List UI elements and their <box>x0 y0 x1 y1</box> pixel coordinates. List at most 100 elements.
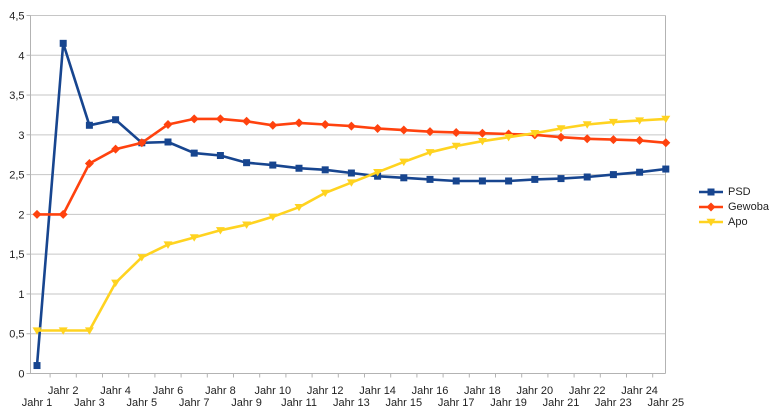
legend-marker-gewoba <box>706 202 716 212</box>
series-marker-gewoba <box>477 128 487 138</box>
x-category-label: Jahr 24 <box>621 385 658 397</box>
series-marker-gewoba <box>556 132 566 142</box>
legend-marker-psd <box>707 188 715 196</box>
series-marker-apo <box>425 149 435 157</box>
series-marker-gewoba <box>268 120 278 130</box>
series-marker-gewoba <box>608 135 618 145</box>
series-marker-psd <box>295 164 303 172</box>
series-marker-apo <box>399 158 409 167</box>
series-marker-gewoba <box>399 125 409 135</box>
y-tick-label: 4 <box>18 50 24 62</box>
series-marker-apo <box>268 213 278 221</box>
series-marker-psd <box>347 169 355 177</box>
series-marker-apo <box>189 234 199 242</box>
apo-series-marker-icon <box>699 218 723 227</box>
series-marker-apo <box>635 117 645 125</box>
x-category-label: Jahr 17 <box>438 397 475 409</box>
series-marker-apo <box>163 241 173 249</box>
series-marker-apo <box>58 327 68 335</box>
series-marker-psd <box>216 152 224 160</box>
x-category-label: Jahr 10 <box>254 385 291 397</box>
x-category-label: Jahr 7 <box>179 397 210 409</box>
series-marker-apo <box>215 227 225 235</box>
legend-item-gewoba: Gewoba <box>698 201 769 213</box>
series-marker-psd <box>636 168 644 176</box>
y-tick-label: 4,5 <box>9 11 24 23</box>
x-category-label: Jahr 11 <box>281 397 317 409</box>
series-marker-psd <box>112 116 120 124</box>
series-marker-gewoba <box>294 118 304 128</box>
series-marker-apo <box>320 189 330 198</box>
series-marker-psd <box>505 177 513 185</box>
legend-item-psd: PSD <box>698 186 769 198</box>
x-category-label: Jahr 25 <box>647 397 684 409</box>
series-marker-apo <box>451 142 461 151</box>
series-marker-gewoba <box>84 158 94 168</box>
x-category-label: Jahr 20 <box>516 385 553 397</box>
x-category-label: Jahr 8 <box>205 385 236 397</box>
x-category-label: Jahr 23 <box>595 397 632 409</box>
series-marker-gewoba <box>189 114 199 124</box>
y-tick-label: 1 <box>18 289 24 301</box>
x-category-label: Jahr 15 <box>385 397 422 409</box>
y-tick-label: 2,5 <box>9 170 24 182</box>
legend-label-psd: PSD <box>728 186 751 198</box>
series-marker-apo <box>477 137 487 146</box>
series-marker-gewoba <box>346 121 356 131</box>
series-marker-apo <box>111 279 121 288</box>
legend-marker-apo <box>706 218 716 227</box>
series-marker-gewoba <box>163 119 173 129</box>
x-category-label: Jahr 6 <box>153 385 184 397</box>
series-marker-apo <box>530 130 540 138</box>
series-marker-apo <box>582 121 592 129</box>
x-category-label: Jahr 19 <box>490 397 527 409</box>
y-tick-label: 0 <box>18 369 24 381</box>
series-marker-gewoba <box>32 209 42 219</box>
series-marker-psd <box>583 173 591 181</box>
series-marker-gewoba <box>661 138 671 148</box>
series-marker-apo <box>32 327 42 335</box>
legend-item-apo: Apo <box>698 216 769 228</box>
series-marker-apo <box>137 254 147 262</box>
series-marker-gewoba <box>635 135 645 145</box>
x-category-label: Jahr 9 <box>231 397 262 409</box>
series-marker-psd <box>557 175 565 183</box>
series-marker-psd <box>59 39 67 47</box>
series-marker-psd <box>426 175 434 183</box>
series-marker-psd <box>662 165 670 173</box>
x-category-label: Jahr 1 <box>22 397 53 409</box>
x-category-label: Jahr 4 <box>100 385 131 397</box>
legend-label-apo: Apo <box>728 216 748 228</box>
series-marker-apo <box>242 221 252 229</box>
series-marker-apo <box>346 179 356 187</box>
series-marker-apo <box>373 169 383 177</box>
legend-label-gewoba: Gewoba <box>728 201 769 213</box>
x-category-label: Jahr 18 <box>464 385 501 397</box>
x-category-label: Jahr 5 <box>127 397 158 409</box>
series-marker-psd <box>190 149 198 157</box>
y-tick-label: 3 <box>18 130 24 142</box>
x-category-label: Jahr 3 <box>74 397 105 409</box>
series-marker-psd <box>243 159 251 167</box>
x-category-label: Jahr 13 <box>333 397 370 409</box>
series-marker-gewoba <box>582 134 592 144</box>
series-marker-gewoba <box>137 138 147 148</box>
series-marker-psd <box>400 174 408 182</box>
series-marker-psd <box>85 121 93 129</box>
series-line-apo <box>37 117 666 332</box>
series-marker-gewoba <box>451 127 461 137</box>
x-category-label: Jahr 12 <box>307 385 344 397</box>
psd-series-marker-icon <box>699 188 723 196</box>
series-marker-psd <box>478 177 486 185</box>
series-marker-gewoba <box>58 209 68 219</box>
gewoba-series-marker-icon <box>699 202 723 212</box>
series-marker-apo <box>294 204 304 212</box>
y-tick-label: 0,5 <box>9 329 24 341</box>
series-marker-apo <box>504 134 514 142</box>
y-tick-label: 3,5 <box>9 90 24 102</box>
series-marker-gewoba <box>373 123 383 133</box>
series-marker-gewoba <box>242 116 252 126</box>
series-marker-psd <box>269 161 277 169</box>
chart-legend: PSD Gewoba Apo <box>698 186 769 228</box>
